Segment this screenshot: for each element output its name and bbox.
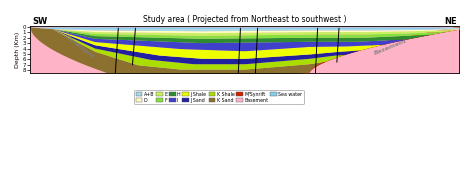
Title: Study area ( Projected from Northeast to southwest ): Study area ( Projected from Northeast to… [143, 15, 346, 24]
Legend: A+B, D, E, F, H, I, J Shale, J Sand, K Shale, K Sand, M/Synrift, Basement, Sea w: A+B, D, E, F, H, I, J Shale, J Sand, K S… [134, 90, 304, 105]
Y-axis label: Depth (Km): Depth (Km) [15, 32, 20, 68]
Text: NE: NE [444, 17, 457, 26]
Text: Basement: Basement [374, 38, 408, 56]
Text: SW: SW [33, 17, 48, 26]
Text: Basement: Basement [65, 34, 96, 59]
